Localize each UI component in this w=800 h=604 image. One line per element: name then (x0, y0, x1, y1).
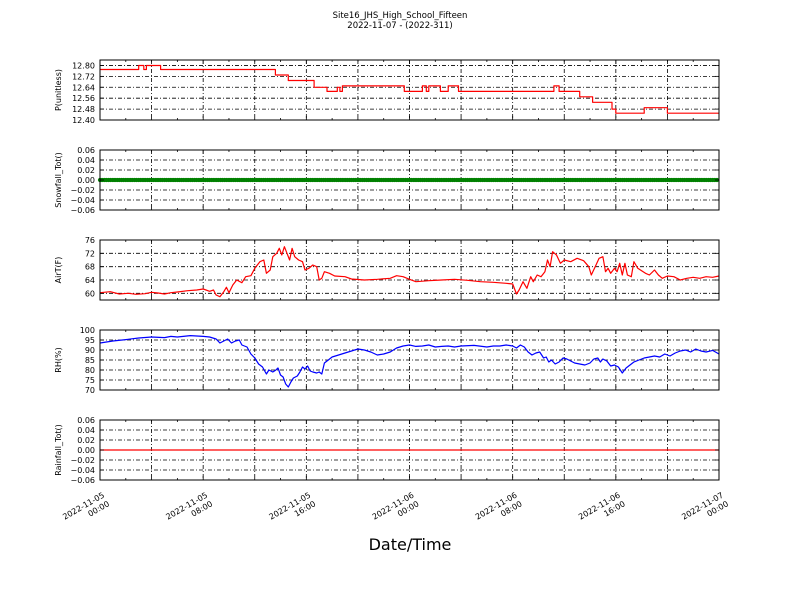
y-tick-label: 90 (85, 346, 95, 355)
y-tick-label: 12.40 (72, 116, 95, 125)
y-tick-label: 12.72 (72, 72, 95, 81)
chart-subtitle: 2022-11-07 - (2022-311) (347, 21, 453, 31)
series-line-1 (99, 335, 720, 388)
y-axis-label: AirT(F) (54, 257, 63, 284)
y-tick-label: 0.04 (77, 426, 95, 435)
subplot-1: 12.80 12.72 12.64 12.56 12.48 12.40 P(unitless… (54, 59, 720, 125)
x-tick-label: 2022-11-0508:00 (164, 491, 214, 531)
y-tick-label: 0.00 (77, 446, 95, 455)
y-tick-label: 95 (85, 336, 95, 345)
x-axis-label: Date/Time (368, 535, 452, 554)
y-tick-label: −0.04 (70, 466, 95, 475)
y-tick-label: 75 (85, 376, 95, 385)
x-tick-label: 2022-11-0600:00 (371, 491, 421, 531)
y-tick-label: 12.64 (72, 83, 95, 92)
y-tick-label: 100 (80, 326, 95, 335)
y-tick-label: −0.04 (70, 196, 95, 205)
y-axis-label: P(unitless) (54, 69, 63, 111)
x-tick-label: 2022-11-0608:00 (474, 491, 524, 531)
y-tick-label: −0.06 (70, 476, 95, 485)
y-tick-label: 68 (85, 263, 95, 272)
x-tick-label: 2022-11-0516:00 (268, 491, 318, 531)
y-tick-label: 70 (85, 386, 95, 395)
y-tick-label: 0.02 (77, 436, 95, 445)
series-line-1 (100, 64, 719, 114)
x-tick-label: 2022-11-0700:00 (680, 491, 730, 531)
y-tick-label: 85 (85, 356, 95, 365)
y-tick-label: 80 (85, 366, 95, 375)
subplot-3: 76 72 68 64 60 AirT(F) (54, 236, 720, 301)
y-tick-label: 0.04 (77, 156, 95, 165)
y-tick-label: 64 (85, 276, 95, 285)
x-tick-label: 2022-11-0616:00 (577, 491, 627, 531)
y-tick-label: 72 (85, 249, 95, 258)
y-axis-label: RH(%) (54, 347, 63, 372)
y-tick-label: 0.06 (77, 416, 95, 425)
y-tick-label: 0.02 (77, 166, 95, 175)
subplot-2: 0.060.040.020.00−0.02−0.04−0.06 Snowfall_… (54, 146, 720, 215)
y-tick-label: −0.02 (70, 186, 95, 195)
y-tick-label: 12.80 (72, 61, 95, 70)
y-axis-label: Snowfall_Tot() (54, 152, 63, 208)
series-line-1 (99, 246, 720, 298)
y-tick-label: 0.00 (77, 176, 95, 185)
y-tick-label: 12.48 (72, 105, 95, 114)
y-tick-label: −0.06 (70, 206, 95, 215)
y-tick-label: 76 (85, 236, 95, 245)
y-tick-label: 0.06 (77, 146, 95, 155)
y-axis-label: Rainfall_Tot() (54, 424, 63, 476)
subplot-5: 0.060.040.020.00−0.02−0.04−0.06 Rainfall_… (54, 416, 730, 531)
y-tick-label: 60 (85, 289, 95, 298)
chart-title: Site16_JHS_High_School_Fifteen (332, 11, 468, 21)
y-tick-label: −0.02 (70, 456, 95, 465)
x-tick-label: 2022-11-0500:00 (61, 491, 111, 531)
y-tick-label: 12.56 (72, 94, 95, 103)
